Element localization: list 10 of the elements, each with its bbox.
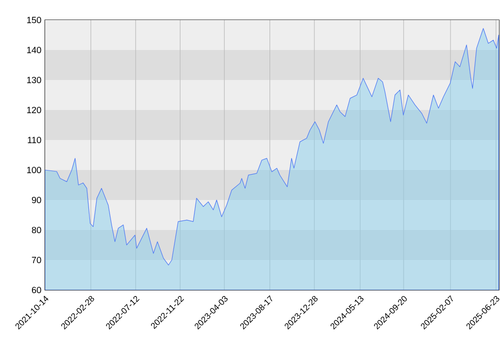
y-tick-label: 90 — [32, 196, 42, 204]
y-tick-label: 150 — [27, 16, 42, 24]
y-tick-label: 100 — [27, 166, 42, 174]
y-tick-label: 120 — [27, 106, 42, 114]
y-tick-label: 110 — [28, 136, 42, 144]
y-tick-label: 140 — [27, 46, 42, 54]
y-tick-label: 60 — [32, 286, 42, 294]
y-tick-label: 130 — [27, 76, 42, 84]
y-tick-label: 70 — [32, 256, 42, 264]
y-tick-label: 80 — [32, 226, 42, 234]
